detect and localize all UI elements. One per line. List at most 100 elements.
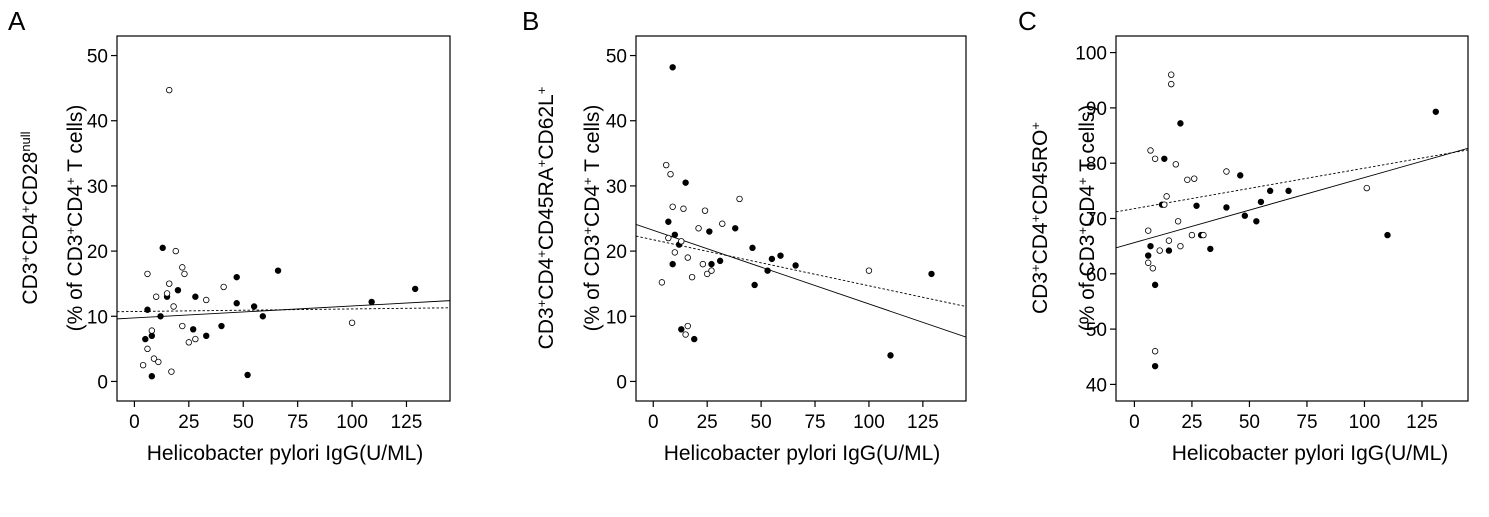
data-point-open: [667, 170, 674, 178]
data-point-filled: [174, 286, 182, 294]
data-point-filled: [792, 262, 799, 269]
y-axis-title-line2-part: T cells): [64, 105, 87, 178]
data-point-open: [1177, 242, 1184, 250]
y-tick-label: 80: [1086, 154, 1107, 175]
y-axis-title-line1-part: CD3: [535, 307, 558, 349]
plot-frame: [116, 35, 451, 402]
data-point-filled: [1207, 245, 1214, 253]
regression-line-dotted: [636, 235, 966, 307]
data-point-open: [192, 335, 199, 343]
y-tick-label: 70: [1086, 210, 1107, 231]
panel-letter: A: [8, 6, 26, 36]
y-axis-title-line1-part: +: [1028, 215, 1043, 223]
x-tick-label: 50: [751, 412, 772, 433]
y-axis-title-line1-part: +: [1028, 122, 1043, 130]
y-axis-title-line1-part: CD4: [1029, 222, 1052, 264]
y-tick-label: 0: [616, 372, 627, 393]
x-tick-label: 100: [853, 412, 885, 433]
data-point-open: [703, 270, 711, 278]
y-axis-title-line1-part: CD62L: [535, 94, 558, 159]
plot-frame: [1115, 35, 1469, 402]
x-axis-title: Helicobacter pylori IgG(U/ML): [664, 442, 941, 465]
data-point-open: [1145, 227, 1152, 234]
data-point-filled: [1151, 281, 1159, 289]
data-point-filled: [751, 281, 758, 289]
y-axis-title-line2-part: T cells): [581, 105, 604, 178]
data-point-open: [179, 322, 186, 330]
data-point-filled: [691, 335, 698, 343]
data-point-open: [1156, 247, 1163, 254]
data-point-filled: [142, 335, 149, 343]
y-tick-label: 90: [1086, 99, 1107, 120]
y-tick-label: 10: [606, 307, 627, 328]
y-axis-title-line1: CD3+CD4+CD45RO+: [1028, 122, 1053, 314]
data-point-filled: [708, 260, 715, 268]
data-point-filled: [203, 332, 210, 340]
data-point-filled: [192, 293, 199, 300]
y-axis-title-line2-part: (% of CD3: [581, 235, 604, 332]
panel-c: C 0 25 50 75 100 125 40 50 60 70 80 90 100 Helicobacte…: [1018, 6, 1469, 465]
y-axis-title-line2-part: +: [580, 227, 595, 235]
data-point-open: [671, 249, 679, 256]
data-point-open: [168, 368, 175, 375]
data-point-open: [688, 273, 696, 281]
panel-letter: C: [1018, 6, 1037, 36]
data-point-open: [155, 358, 162, 366]
data-point-filled: [159, 244, 166, 252]
data-point-open: [695, 225, 702, 232]
data-point-open: [170, 303, 177, 310]
data-point-open: [150, 355, 158, 362]
data-point-filled: [148, 373, 156, 380]
data-point-filled: [682, 179, 689, 186]
y-axis-title-line1-part: +: [534, 160, 549, 168]
data-point-filled: [928, 270, 935, 278]
data-point-open: [220, 283, 227, 291]
x-tick-label: 0: [1129, 412, 1140, 433]
data-point-open: [163, 290, 171, 297]
data-point-filled: [749, 244, 756, 252]
y-axis-title-line1-part: null: [18, 131, 33, 151]
x-axis-title: Helicobacter pylori IgG(U/ML): [147, 442, 424, 465]
x-tick-label: 100: [1349, 412, 1381, 433]
x-tick-label: 75: [1296, 412, 1317, 433]
data-point-filled: [732, 225, 739, 232]
data-point-filled: [233, 300, 240, 307]
data-point-filled: [764, 267, 771, 274]
data-point-filled: [144, 306, 151, 313]
data-point-filled: [678, 326, 685, 333]
y-axis-title-line1-part: +: [534, 250, 549, 258]
data-point-open: [865, 267, 873, 274]
data-point-open: [678, 238, 685, 245]
y-axis-title-line2-part: CD4: [581, 185, 604, 227]
data-point-open: [1172, 161, 1180, 168]
panel-letter: B: [522, 6, 539, 36]
data-point-filled: [189, 326, 197, 333]
data-point-open: [1151, 348, 1159, 355]
y-axis-title-line1-part: +: [534, 87, 549, 95]
data-point-filled: [1151, 362, 1159, 370]
data-point-filled: [768, 255, 776, 263]
panel-b: B 0 25 50 75 100 125 0 10 20 30 40 50 Helicobacter py…: [522, 6, 967, 465]
regression-line-solid: [1116, 147, 1468, 249]
data-point-open: [166, 86, 173, 94]
data-point-open: [1165, 237, 1173, 244]
data-point-filled: [1384, 231, 1391, 239]
data-point-open: [166, 280, 173, 287]
data-point-open: [719, 220, 726, 227]
data-point-open: [1145, 259, 1152, 266]
y-axis-title-line1-part: CD28: [19, 152, 42, 206]
data-point-filled: [244, 371, 251, 379]
data-point-filled: [1241, 212, 1249, 219]
data-point-filled: [671, 231, 679, 238]
data-point-filled: [157, 313, 164, 320]
data-point-filled: [1253, 218, 1260, 225]
data-point-open: [736, 195, 743, 203]
y-axis-title-line2-part: CD4: [1076, 185, 1099, 227]
data-point-filled: [1223, 204, 1230, 211]
data-point-open: [665, 234, 672, 242]
data-point-open: [144, 270, 151, 278]
data-point-filled: [1193, 202, 1200, 209]
y-axis-title-line1-part: CD3: [1029, 272, 1052, 314]
data-point-open: [139, 361, 147, 369]
